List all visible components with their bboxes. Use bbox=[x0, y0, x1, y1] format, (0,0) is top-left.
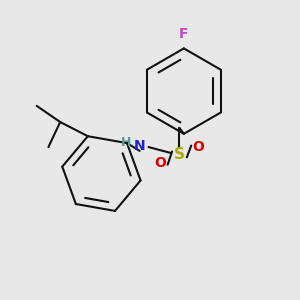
Text: F: F bbox=[179, 27, 189, 41]
Text: N: N bbox=[134, 139, 146, 153]
Text: S: S bbox=[174, 147, 185, 162]
Text: O: O bbox=[154, 156, 166, 170]
Text: H: H bbox=[121, 136, 132, 149]
Text: O: O bbox=[193, 140, 205, 154]
